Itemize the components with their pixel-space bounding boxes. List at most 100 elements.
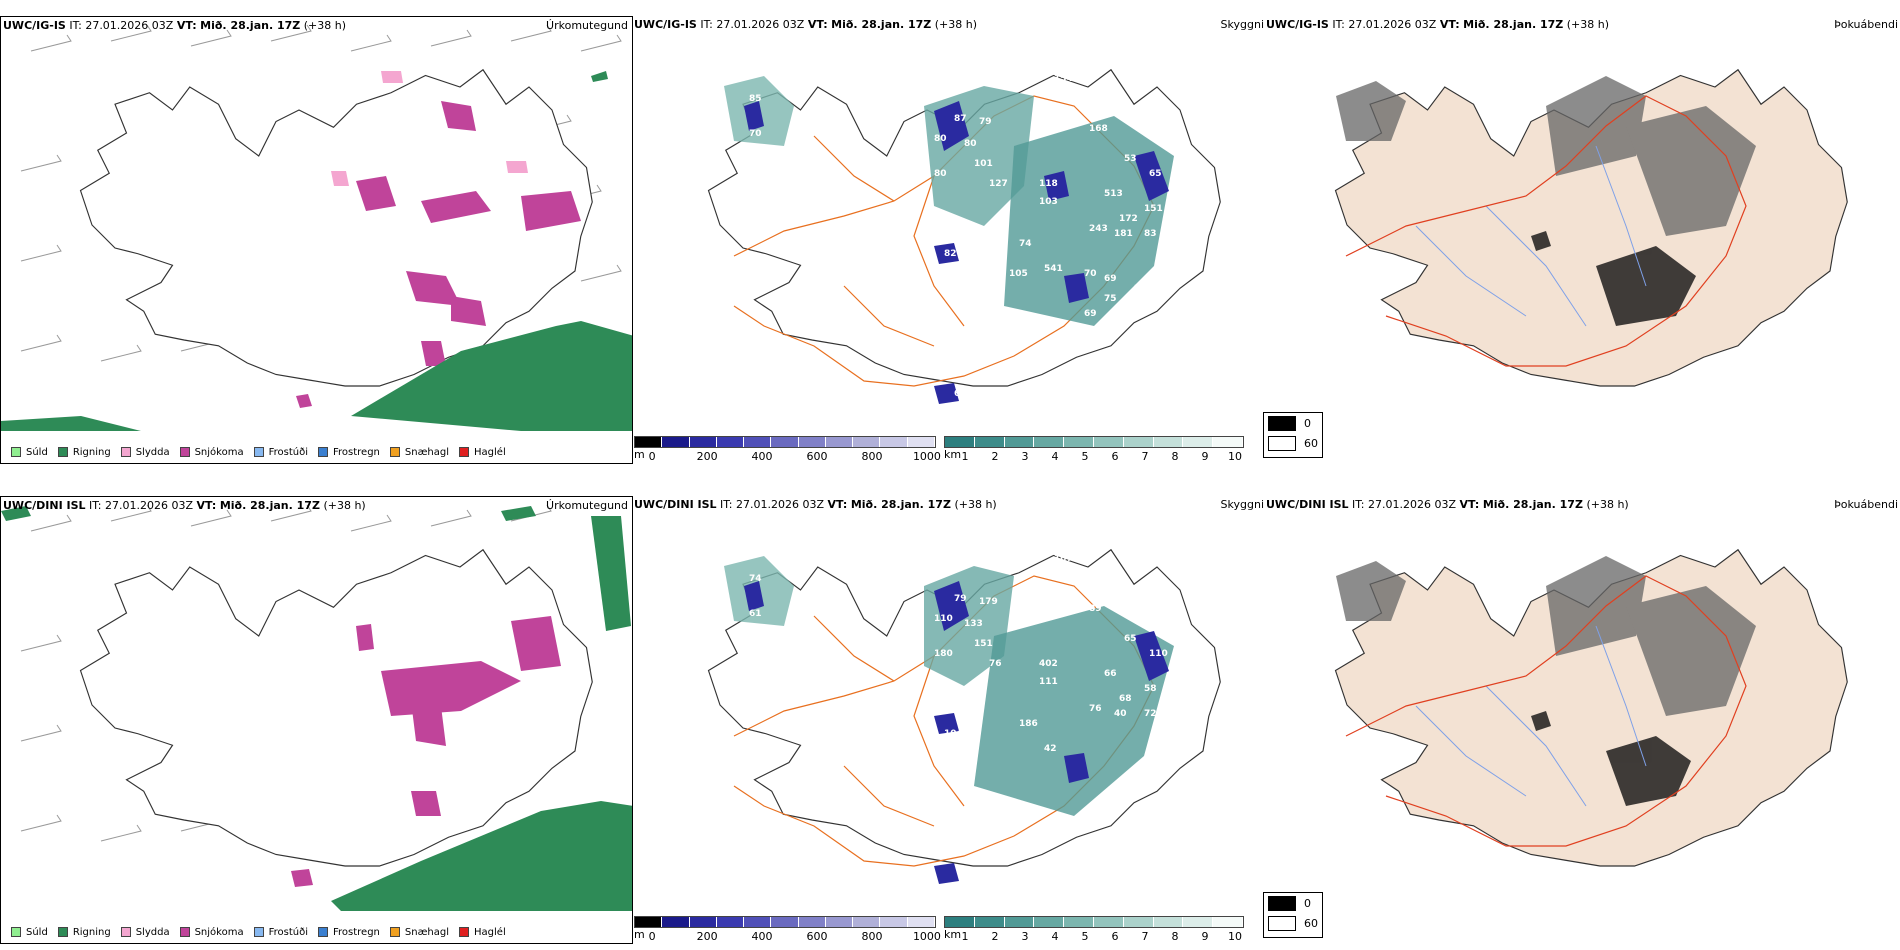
fog-low-swatch <box>1268 915 1296 931</box>
vis-value-label: 179 <box>979 597 998 607</box>
legend-label: Frostregn <box>333 446 380 458</box>
vis-value-label: 249 <box>1134 284 1153 294</box>
vis-value-label: 168 <box>1089 124 1108 134</box>
rivers <box>1415 625 1647 807</box>
vis-value-label: 101 <box>974 159 993 169</box>
vis-value-label: 110 <box>1149 649 1168 659</box>
legend-swatch <box>57 927 68 937</box>
vis-value-label: 186 <box>1019 719 1038 729</box>
vis-value-label: 151 <box>1144 204 1163 214</box>
vis-value-label: 111 <box>1039 677 1058 687</box>
legend-swatch <box>57 447 68 457</box>
legend-label: Haglél <box>474 446 506 458</box>
visibility-unit: km <box>944 448 962 461</box>
colorbar-swatch <box>635 917 663 927</box>
model-name: UWC/DINI ISL <box>634 498 717 511</box>
fog-black-areas <box>1531 711 1691 806</box>
colorbar-swatch <box>880 437 908 447</box>
valid-time-label: VT: <box>827 498 848 511</box>
vis-value-label: 42 <box>1044 744 1057 754</box>
colorbar-tick-label: 1 <box>961 930 969 943</box>
rain-areas <box>1 71 632 431</box>
vis-value-label: 76 <box>1089 704 1102 714</box>
fog-high-label: 0 <box>1304 896 1311 910</box>
precip-legend: Súld Rigning Slydda Snjókoma Frostúði Frostre… <box>1 441 506 463</box>
visibility-colorbar: 1 2 3 4 5 6 7 8 9 10 <box>944 436 1244 464</box>
precip-map-top[interactable] <box>1 21 633 431</box>
lead-time: (+38 h) <box>303 19 347 32</box>
fog-low-label: 60 <box>1304 436 1318 450</box>
elevation-unit: m <box>634 928 645 941</box>
colorbar-tick-label: 10 <box>1228 450 1242 463</box>
vis-value-label: 84 <box>1084 589 1097 599</box>
colorbar-ticks: 1 2 3 4 5 6 7 8 9 10 <box>944 450 1244 464</box>
colorbar-tick-label: 200 <box>696 930 718 943</box>
init-time: IT: 27.01.2026 03Z <box>720 498 825 511</box>
visibility-panel-top: 85 83 70 87 80 80 79 101 80 127 154 247 168 53 65 118 10… <box>634 16 1264 464</box>
colorbar-tick-label: 3 <box>1021 930 1029 943</box>
visibility-unit: km <box>944 928 962 941</box>
legend-item-haglél: Haglél <box>459 447 506 458</box>
vis-value-label: 80 <box>964 139 977 149</box>
panel-title: Úrkomutegund <box>546 19 628 32</box>
legend-label: Haglél <box>474 926 506 938</box>
valid-time: Mið. 28.jan. 17Z <box>831 18 932 31</box>
roads <box>1345 95 1747 367</box>
vis-value-label: 87 <box>954 114 967 124</box>
colorbar-swatch <box>880 917 908 927</box>
colorbar-tick-label: 10 <box>1228 930 1242 943</box>
wind-barbs <box>20 24 622 362</box>
legend-swatch <box>459 447 470 457</box>
legend-label: Snjókoma <box>194 926 244 938</box>
colorbar-tick-label: 8 <box>1171 930 1179 943</box>
lead-time: (+38 h) <box>1586 498 1629 511</box>
fog-map-bottom[interactable] <box>1266 506 1900 906</box>
colorbar-swatch <box>825 437 854 447</box>
legend-label: Rigning <box>72 446 111 458</box>
slydda-areas <box>331 71 528 186</box>
vis-value-label: 61 <box>954 389 967 399</box>
colorbar-swatch <box>907 917 935 927</box>
colorbar-tick-label: 4 <box>1051 450 1059 463</box>
colorbar-tick-label: 0 <box>648 930 656 943</box>
precip-map-bottom[interactable] <box>1 501 633 911</box>
colorbar-swatch <box>1213 917 1243 927</box>
model-name: UWC/IG-IS <box>3 19 66 32</box>
valid-time-label: VT: <box>196 499 217 512</box>
vis-value-label: 110 <box>934 614 953 624</box>
colorbar-swatch <box>1123 437 1154 447</box>
colorbar-tick-label: 7 <box>1141 930 1149 943</box>
vis-value-label: 118 <box>1039 179 1058 189</box>
legend-swatch <box>253 447 264 457</box>
vis-value-label: 541 <box>1044 264 1063 274</box>
model-name: UWC/IG-IS <box>634 18 697 31</box>
precip-panel-top: UWC/IG-IS IT: 27.01.2026 03Z VT: Mið. 28… <box>0 16 633 464</box>
vis-value-label: 513 <box>1104 189 1123 199</box>
colorbar-ticks: 0 200 400 600 800 1000 <box>634 450 941 464</box>
colorbar-swatch <box>825 917 854 927</box>
colorbar-tick-label: 600 <box>806 930 828 943</box>
colorbar-swatch <box>853 437 881 447</box>
legend-swatch <box>179 927 190 937</box>
vis-value-label: 402 <box>1039 659 1058 669</box>
colorbar-swatch <box>1064 917 1094 927</box>
visibility-map-top[interactable]: 85 83 70 87 80 80 79 101 80 127 154 247 168 53 65 118 10… <box>634 26 1264 426</box>
panel-title: Skyggni <box>1220 498 1264 511</box>
colorbar-swatch <box>945 437 975 447</box>
fog-map-top[interactable] <box>1266 26 1900 426</box>
colorbar-tick-label: 2 <box>991 930 999 943</box>
colorbar-swatch <box>1153 917 1184 927</box>
legend-swatch <box>253 927 264 937</box>
vis-value-label: 127 <box>989 179 1008 189</box>
legend-item-súld: Súld <box>11 927 48 938</box>
vis-value-label: 69 <box>1104 274 1117 284</box>
legend-label: Snæhagl <box>404 446 450 458</box>
model-name: UWC/DINI ISL <box>1266 498 1349 511</box>
vis-header-bottom: UWC/DINI ISL IT: 27.01.2026 03Z VT: Mið.… <box>634 498 997 512</box>
fog-high-label: 0 <box>1304 416 1311 430</box>
valid-time: Mið. 28.jan. 17Z <box>200 19 301 32</box>
fog-high-swatch <box>1268 415 1296 431</box>
colorbar-tick-label: 400 <box>751 450 773 463</box>
colorbar-swatches <box>944 436 1244 448</box>
